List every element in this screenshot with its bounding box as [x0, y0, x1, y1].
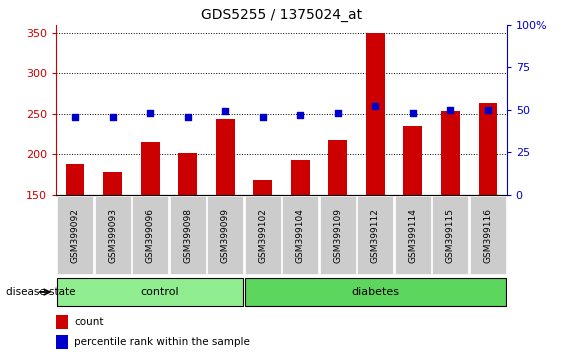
Title: GDS5255 / 1375024_at: GDS5255 / 1375024_at [201, 8, 362, 22]
Bar [328, 141, 347, 316]
Bar [282, 196, 318, 274]
Text: GSM399104: GSM399104 [296, 208, 305, 263]
Bar [178, 153, 197, 316]
Bar [395, 196, 431, 274]
Text: GSM399099: GSM399099 [221, 208, 230, 263]
Text: GSM399112: GSM399112 [371, 208, 380, 263]
Bar [103, 172, 122, 316]
Bar [207, 196, 243, 274]
Bar [95, 196, 131, 274]
Text: percentile rank within the sample: percentile rank within the sample [74, 337, 250, 347]
Bar [432, 196, 468, 274]
Text: GSM399098: GSM399098 [183, 208, 192, 263]
Point [221, 109, 230, 114]
Bar [132, 196, 168, 274]
Bar [169, 196, 205, 274]
Bar [358, 196, 394, 274]
Bar [470, 196, 506, 274]
Bar [56, 335, 68, 348]
Text: GSM399116: GSM399116 [484, 208, 493, 263]
Text: GSM399096: GSM399096 [146, 208, 155, 263]
Bar [245, 278, 506, 306]
Bar [66, 164, 84, 316]
Bar [291, 160, 310, 316]
Bar [479, 103, 497, 316]
Point [70, 114, 79, 119]
Text: GSM399102: GSM399102 [258, 208, 267, 263]
Text: count: count [74, 318, 104, 327]
Bar [404, 126, 422, 316]
Bar [141, 142, 159, 316]
Text: GSM399093: GSM399093 [108, 208, 117, 263]
Bar [216, 119, 235, 316]
Bar [366, 33, 385, 316]
Point [408, 110, 417, 116]
Point [484, 107, 493, 113]
Point [146, 110, 155, 116]
Bar [245, 196, 281, 274]
Point [333, 110, 342, 116]
Bar [57, 278, 243, 306]
Text: GSM399115: GSM399115 [446, 208, 455, 263]
Bar [56, 315, 68, 329]
Point [296, 112, 305, 118]
Bar [441, 110, 460, 316]
Text: GSM399109: GSM399109 [333, 208, 342, 263]
Point [183, 114, 192, 119]
Text: control: control [140, 287, 179, 297]
Point [108, 114, 117, 119]
Text: GSM399092: GSM399092 [70, 208, 79, 263]
Text: diabetes: diabetes [351, 287, 399, 297]
Text: disease state: disease state [6, 287, 75, 297]
Point [371, 103, 380, 109]
Bar [57, 196, 93, 274]
Bar [320, 196, 356, 274]
Point [446, 107, 455, 113]
Bar [253, 180, 272, 316]
Text: GSM399114: GSM399114 [408, 208, 417, 263]
Point [258, 114, 267, 119]
